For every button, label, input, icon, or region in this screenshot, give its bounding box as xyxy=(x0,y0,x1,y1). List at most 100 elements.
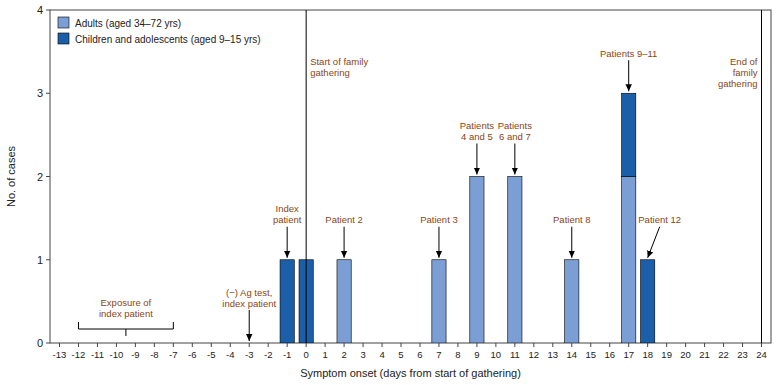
x-tick-label: -5 xyxy=(207,349,215,360)
bar xyxy=(622,93,636,176)
x-tick-label: 22 xyxy=(718,349,729,360)
legend-swatch xyxy=(58,17,69,28)
x-tick xyxy=(344,343,345,347)
x-tick-label: 0 xyxy=(303,349,308,360)
annotation-line: End of xyxy=(730,56,758,67)
x-tick-label: 23 xyxy=(737,349,748,360)
bar xyxy=(565,260,579,343)
x-tick xyxy=(230,343,231,347)
annotation-line: family xyxy=(733,67,758,78)
x-tick-label: -7 xyxy=(169,349,177,360)
x-tick xyxy=(571,343,572,347)
x-tick xyxy=(476,343,477,347)
y-tick-label: 4 xyxy=(37,4,43,16)
x-tick xyxy=(514,343,515,347)
x-tick xyxy=(552,343,553,347)
x-tick-label: -13 xyxy=(53,349,67,360)
annotation-text: Patients 9–11 xyxy=(600,48,657,59)
annotation-line: Patient 3 xyxy=(420,214,458,225)
x-tick-label: -2 xyxy=(264,349,272,360)
x-tick xyxy=(59,343,60,347)
annotation-line: Patients 9–11 xyxy=(600,48,657,59)
x-tick-label: 15 xyxy=(585,349,596,360)
x-tick-label: -3 xyxy=(245,349,253,360)
annotation-arrow xyxy=(438,227,439,258)
vertical-line xyxy=(761,10,762,343)
x-tick-label: 17 xyxy=(623,349,634,360)
x-tick xyxy=(628,343,629,347)
x-tick-label: 18 xyxy=(642,349,653,360)
y-tick xyxy=(46,176,50,177)
x-tick xyxy=(287,343,288,347)
x-tick xyxy=(192,343,193,347)
x-tick xyxy=(154,343,155,347)
x-tick xyxy=(438,343,439,347)
x-tick xyxy=(704,343,705,347)
x-tick-label: 5 xyxy=(398,349,403,360)
annotation-line: 6 and 7 xyxy=(499,131,531,142)
annotation-text: Patient 3 xyxy=(420,214,458,225)
annotation-arrow xyxy=(476,144,477,175)
x-tick-label: 16 xyxy=(604,349,615,360)
x-tick-label: 4 xyxy=(379,349,384,360)
x-tick-label: 1 xyxy=(322,349,327,360)
bar xyxy=(508,177,522,344)
annotation-text: Patient 2 xyxy=(325,214,363,225)
annotation-line: Patients xyxy=(498,120,533,131)
bars xyxy=(280,93,655,343)
annotation-line: gathering xyxy=(310,67,350,78)
x-tick-label: 2 xyxy=(341,349,346,360)
bar xyxy=(622,177,636,344)
x-tick xyxy=(97,343,98,347)
x-tick-label: 14 xyxy=(566,349,577,360)
annotation-line: Start of family xyxy=(310,56,368,67)
annotation-arrow xyxy=(249,310,250,341)
x-tick-label: -1 xyxy=(283,349,291,360)
annotation-text: Exposure ofindex patient xyxy=(99,297,153,319)
x-tick-label: 8 xyxy=(455,349,460,360)
y-axis-label: No. of cases xyxy=(5,145,17,207)
annotation-text: End offamilygathering xyxy=(718,56,758,89)
x-tick-label: 20 xyxy=(680,349,691,360)
bar xyxy=(337,260,351,343)
x-tick xyxy=(268,343,269,347)
x-tick-label: 10 xyxy=(491,349,502,360)
x-tick xyxy=(325,343,326,347)
annotation-arrow xyxy=(514,144,515,175)
x-tick xyxy=(401,343,402,347)
annotation-text: Patients6 and 7 xyxy=(498,120,533,142)
y-tick xyxy=(46,259,50,260)
x-tick xyxy=(78,343,79,347)
bar xyxy=(470,177,484,344)
x-tick-label: 3 xyxy=(360,349,365,360)
x-tick xyxy=(609,343,610,347)
annotation-text: Patient 8 xyxy=(553,214,591,225)
x-tick-label: -10 xyxy=(110,349,124,360)
annotation-line: 4 and 5 xyxy=(461,131,493,142)
annotation-line: Exposure of xyxy=(101,297,152,308)
legend-label: Children and adolescents (aged 9–15 yrs) xyxy=(75,34,261,45)
plot-frame xyxy=(50,10,771,343)
annotation-line: Patient 2 xyxy=(325,214,363,225)
x-tick-label: 21 xyxy=(699,349,710,360)
x-tick xyxy=(249,343,250,347)
x-tick xyxy=(306,343,307,347)
x-tick xyxy=(135,343,136,347)
annotation-arrow xyxy=(344,227,345,258)
x-tick xyxy=(742,343,743,347)
annotations: Exposure ofindex patient (−) Ag test,inde… xyxy=(78,10,761,343)
x-tick-label: 12 xyxy=(529,349,540,360)
bar xyxy=(641,260,655,343)
x-axis-label: Symptom onset (days from start of gather… xyxy=(300,367,521,379)
legend-swatch xyxy=(58,33,69,44)
vertical-line xyxy=(306,10,307,343)
x-tick-label: 19 xyxy=(661,349,672,360)
x-tick xyxy=(647,343,648,347)
annotation-text: (−) Ag test,index patient xyxy=(222,287,276,309)
x-tick-label: -4 xyxy=(226,349,234,360)
annotation-line: Patient 12 xyxy=(638,214,681,225)
chart: 01234-13-12-11-10-9-8-7-6-5-4-3-2-101234… xyxy=(0,0,783,385)
x-tick xyxy=(495,343,496,347)
legend-label: Adults (aged 34–72 yrs) xyxy=(75,18,181,29)
x-tick xyxy=(590,343,591,347)
